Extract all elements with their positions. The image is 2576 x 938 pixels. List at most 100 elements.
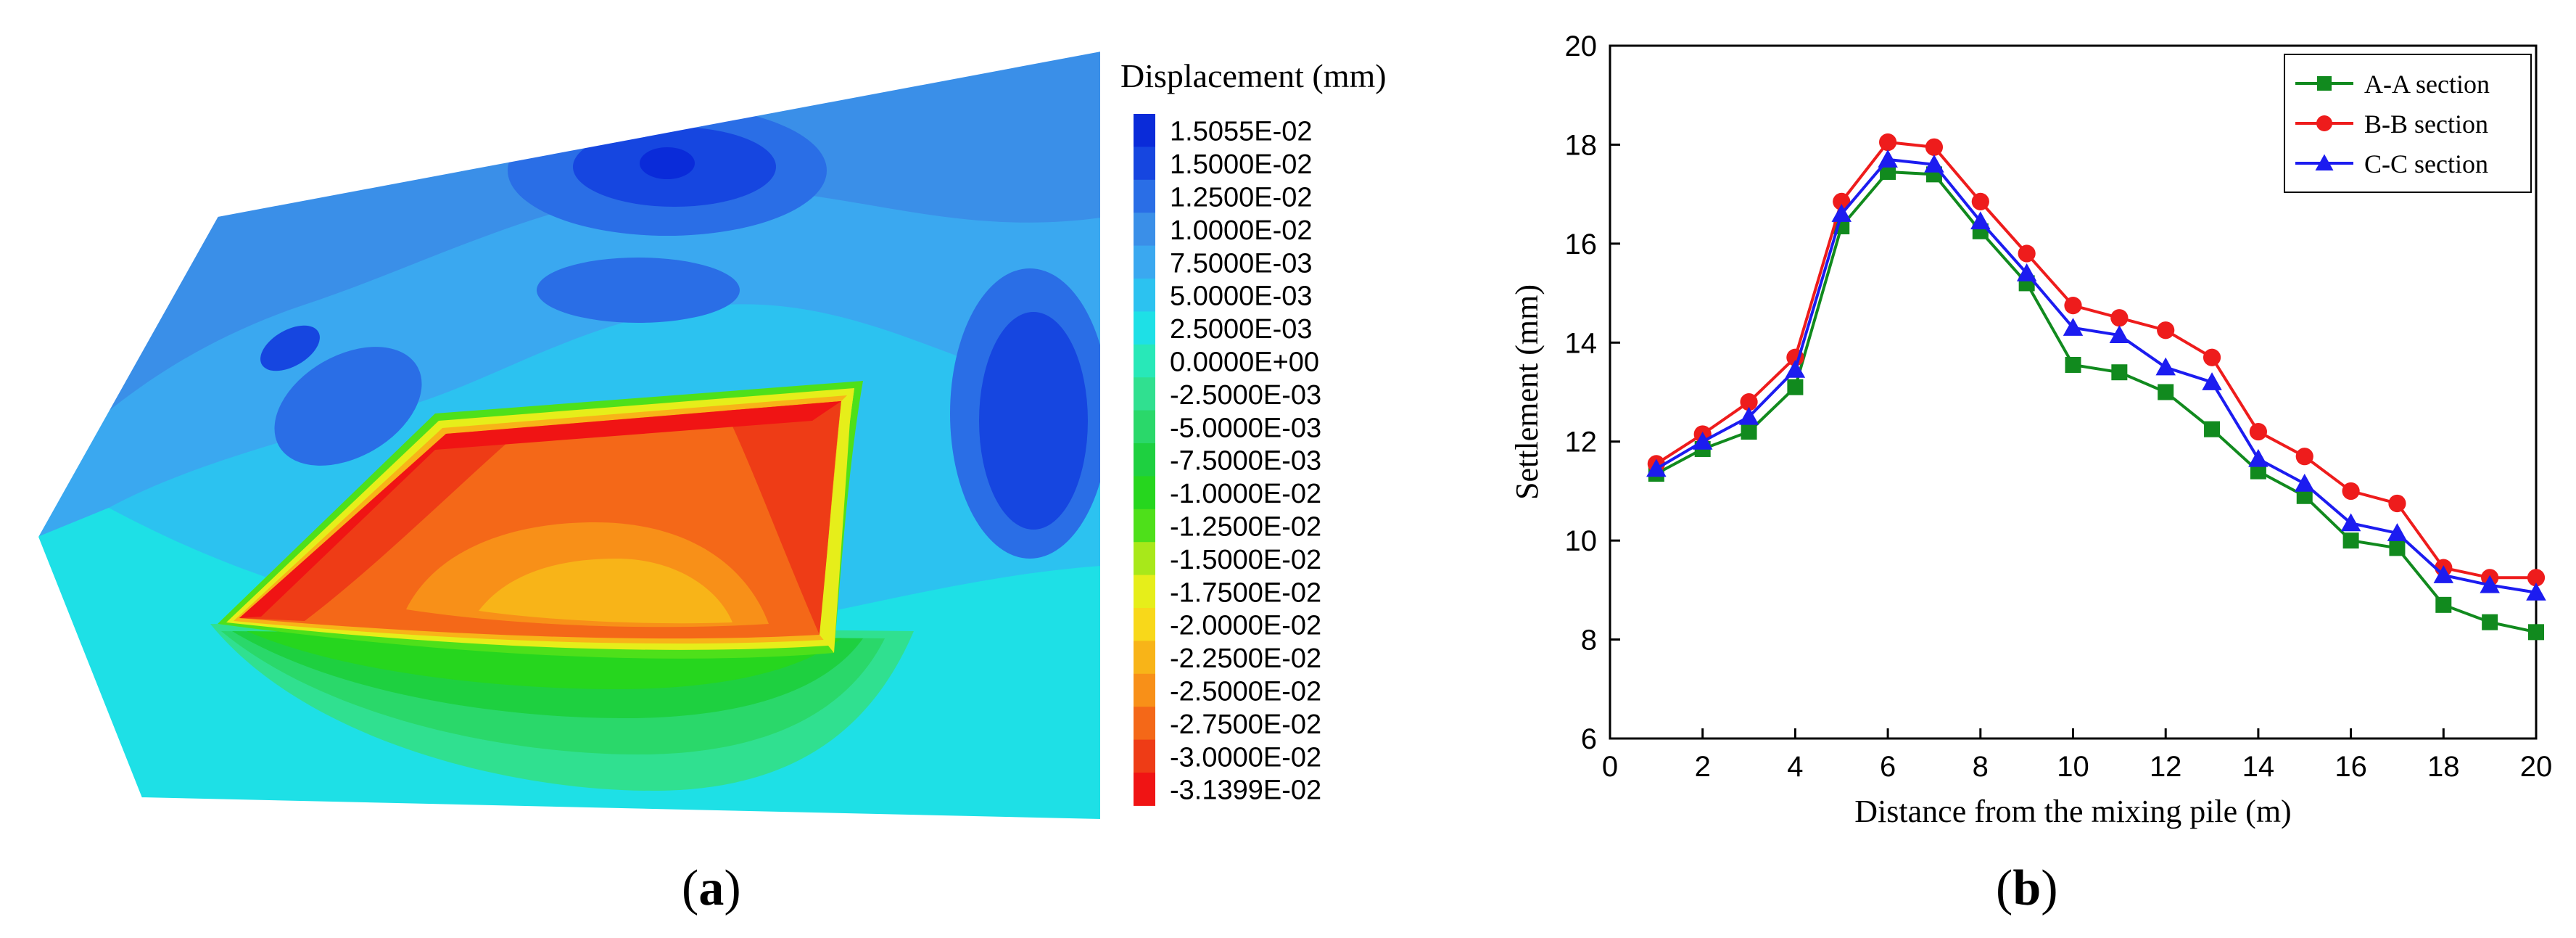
data-point-triangle (1878, 149, 1898, 168)
legend-label: C-C section (2364, 149, 2488, 178)
chart-axes: 0 2 4 6 8 10 12 14 16 18 20 6 8 10 12 14 16 18 20 (1565, 30, 2553, 783)
data-point-triangle (2016, 263, 2037, 281)
data-point-triangle (1692, 431, 1713, 450)
legend-level-label: -2.2500E-02 (1170, 643, 1321, 674)
data-point-triangle (2109, 325, 2130, 344)
data-point-triangle (1646, 458, 1667, 477)
legend-level-label: 0.0000E+00 (1170, 347, 1319, 378)
legend-level-label: -1.5000E-02 (1170, 545, 1321, 575)
legend-swatch (1134, 245, 1155, 279)
y-tick-label: 10 (1565, 525, 1598, 557)
y-tick-label: 6 (1581, 723, 1597, 755)
legend-level-label: -1.7500E-02 (1170, 577, 1321, 608)
legend-swatch (1134, 279, 1155, 312)
legend-item: C-C section (2295, 149, 2488, 178)
series-line (1655, 157, 2537, 594)
legend-label: A-A section (2364, 70, 2490, 99)
legend-swatch (1134, 707, 1155, 741)
data-point-circle (2295, 448, 2313, 466)
series-line (1655, 170, 2537, 634)
data-point-triangle (2340, 513, 2361, 532)
legend-swatch (1134, 311, 1155, 345)
data-point-triangle (1738, 406, 1759, 425)
data-point-circle (2527, 569, 2546, 587)
data-point-triangle (1785, 360, 1806, 378)
data-point-triangle (2526, 583, 2546, 601)
legend-level-label: 2.5000E-03 (1170, 314, 1313, 345)
data-point-circle (1833, 192, 1851, 210)
legend-swatch (1134, 476, 1155, 510)
x-axis-label: Distance from the mixing pile (m) (1854, 794, 2291, 829)
data-point-square (2482, 614, 2498, 630)
legend-level-label: -7.5000E-03 (1170, 446, 1321, 477)
legend-swatch (1134, 641, 1155, 675)
y-tick-label: 12 (1565, 427, 1598, 458)
legend-level-label: 7.5000E-03 (1170, 248, 1313, 279)
legend-swatch (1134, 575, 1155, 609)
legend-level-label: -3.0000E-02 (1170, 742, 1321, 773)
x-tick-label: 2 (1695, 751, 1711, 783)
series-c-c-section (1646, 149, 2546, 601)
data-point-circle (2203, 348, 2221, 366)
x-tick-label: 6 (1880, 751, 1896, 783)
chart-series (1646, 133, 2546, 641)
x-tick-label: 12 (2150, 751, 2182, 783)
legend-title: Displacement (mm) (1120, 57, 1387, 94)
data-point-circle (2388, 494, 2406, 513)
legend-swatch (1134, 673, 1155, 707)
data-point-square (2317, 76, 2332, 91)
x-tick-label: 10 (2057, 751, 2089, 783)
data-point-circle (1740, 393, 1758, 411)
data-point-square (2158, 384, 2174, 400)
legend-swatch (1134, 114, 1155, 147)
legend-swatch (1134, 344, 1155, 378)
data-point-triangle (2063, 318, 2084, 336)
legend-swatch (1134, 739, 1155, 773)
legend-item: B-B section (2295, 110, 2488, 139)
legend-level-label: -5.0000E-03 (1170, 413, 1321, 443)
legend-level-label: -3.1399E-02 (1170, 776, 1321, 806)
y-tick-label: 16 (1565, 229, 1598, 260)
data-point-triangle (2315, 154, 2334, 170)
data-point-square (2250, 463, 2266, 480)
data-point-square (1787, 379, 1804, 395)
legend-swatch (1134, 542, 1155, 576)
legend-level-label: 1.5000E-02 (1170, 149, 1313, 180)
settlement-chart: 0 2 4 6 8 10 12 14 16 18 20 6 8 10 12 14 16 18 20 A-A sect… (1509, 30, 2553, 829)
data-point-square (2204, 421, 2221, 437)
data-point-triangle (2387, 523, 2408, 541)
data-point-circle (2157, 321, 2175, 340)
data-point-triangle (2248, 448, 2269, 467)
legend-level-label: -2.0000E-02 (1170, 611, 1321, 641)
data-point-circle (2110, 309, 2129, 327)
legend-level-label: -1.2500E-02 (1170, 512, 1321, 543)
y-axis-label: Settlement (mm) (1509, 284, 1545, 500)
contour-domain (38, 51, 1101, 820)
x-tick-label: 8 (1973, 751, 1989, 783)
data-point-square (1741, 424, 1757, 440)
displacement-legend: 1.5055E-021.5000E-021.2500E-021.0000E-02… (1134, 114, 1321, 806)
data-point-triangle (1970, 211, 1991, 230)
data-point-square (2296, 487, 2313, 504)
legend-level-label: 1.5055E-02 (1170, 117, 1313, 147)
data-point-square (2111, 364, 2128, 381)
x-tick-label: 4 (1787, 751, 1803, 783)
data-point-triangle (2155, 357, 2176, 376)
legend-level-label: 5.0000E-03 (1170, 281, 1313, 312)
data-point-circle (2316, 115, 2332, 131)
series-b-b-section (1647, 133, 2546, 587)
caption-b: (b) (1996, 860, 2058, 916)
data-point-circle (2064, 297, 2082, 315)
legend-item: A-A section (2295, 70, 2490, 99)
y-tick-label: 8 (1581, 625, 1597, 657)
data-point-circle (2018, 244, 2036, 263)
data-point-circle (2342, 482, 2360, 501)
data-point-square (2435, 596, 2452, 613)
data-point-square (2065, 356, 2081, 373)
x-tick-label: 18 (2427, 751, 2460, 783)
legend-swatch (1134, 377, 1155, 411)
data-point-square (2528, 624, 2544, 641)
x-tick-label: 16 (2334, 751, 2367, 783)
x-tick-label: 20 (2520, 751, 2553, 783)
legend-level-label: -2.5000E-02 (1170, 677, 1321, 707)
